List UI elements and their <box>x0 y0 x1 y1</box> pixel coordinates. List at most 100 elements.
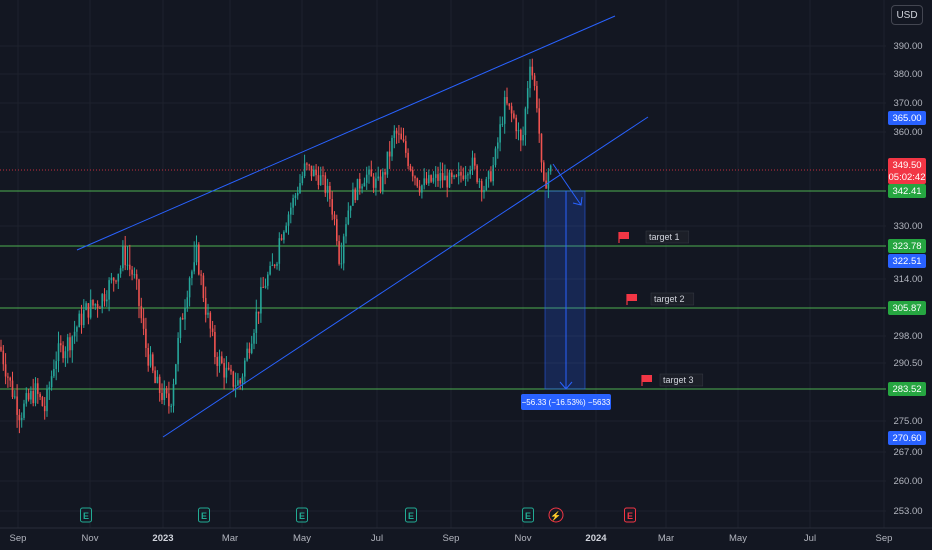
candle-body <box>324 175 327 194</box>
candle-body <box>524 108 527 136</box>
candle-body <box>538 108 540 134</box>
candle-body <box>126 264 129 266</box>
candle-body <box>241 376 244 384</box>
candle-body <box>179 318 182 338</box>
candle-body <box>145 328 147 348</box>
candle-body <box>191 271 193 279</box>
candle-body <box>501 123 504 125</box>
trend-channel[interactable] <box>76 15 649 438</box>
candle-body <box>264 285 267 288</box>
candle-body <box>478 181 481 183</box>
candle-body <box>248 348 251 353</box>
target-label-box <box>650 292 695 306</box>
candle-body <box>515 117 517 132</box>
earnings-icon <box>624 507 636 523</box>
candle-body <box>494 148 497 166</box>
target-label-box <box>659 373 704 387</box>
candle-body <box>520 129 522 141</box>
candle-body <box>250 343 253 353</box>
candle-body <box>290 207 292 215</box>
price-badge-text: 270.60 <box>892 433 921 444</box>
candle-body <box>299 183 301 193</box>
candle-body <box>2 350 5 365</box>
candle-body <box>85 303 87 310</box>
targets[interactable]: target 1 target 2 target 3 <box>618 230 704 387</box>
candle-body <box>46 388 48 412</box>
candle-body <box>448 172 451 188</box>
candle-body <box>103 294 106 302</box>
candle-body <box>96 304 99 308</box>
candle-body <box>303 163 306 177</box>
earnings-icon <box>80 507 92 523</box>
price-badge <box>888 111 926 125</box>
candle-body <box>462 175 465 180</box>
candle-body <box>331 199 333 215</box>
candle-body <box>354 189 356 200</box>
countdown-text: 05:02:42 <box>889 172 926 183</box>
candle-body <box>522 135 524 141</box>
earnings-marker-text: E <box>525 511 531 521</box>
candle-body <box>326 185 329 194</box>
candle-body <box>469 169 471 175</box>
grid <box>0 0 886 528</box>
candle-body <box>73 331 76 337</box>
candle-body <box>336 219 338 242</box>
price-axis-labels: 365.00 342.41 323.78 322.51 305.87 283.52 270.… <box>888 111 926 445</box>
candle-body <box>202 275 205 299</box>
candle-body <box>439 173 442 181</box>
candle-body <box>370 169 373 177</box>
x-tick-label: 2024 <box>585 533 607 544</box>
candle-body <box>7 376 9 378</box>
candle-body <box>333 214 336 220</box>
candle-body <box>457 172 460 177</box>
candle-body <box>175 364 177 385</box>
time-axis[interactable]: Sep Nov 2023 Mar May Jul Sep Nov 2024 Mar May Jul Se… <box>0 527 932 550</box>
event-markers[interactable]: E E E E E ⚡ E <box>80 507 636 523</box>
candle-body <box>386 151 389 175</box>
candle-body <box>227 367 230 370</box>
candle-body <box>375 178 377 188</box>
candle-body <box>474 157 476 166</box>
candle-body <box>460 172 462 176</box>
candle-body <box>414 176 416 179</box>
candle-body <box>193 262 195 272</box>
candle-body <box>317 175 320 186</box>
candle-body <box>526 88 529 109</box>
candle-body <box>223 363 225 378</box>
candle-body <box>347 210 350 225</box>
candle-body <box>280 238 283 240</box>
candle-body <box>83 309 85 326</box>
candle-body <box>338 241 340 264</box>
candle-body <box>352 189 354 206</box>
currency-button[interactable]: USD <box>891 5 923 25</box>
candle-body <box>294 195 297 199</box>
candle-body <box>209 312 212 329</box>
candle-body <box>112 277 115 281</box>
candle-body <box>216 357 218 366</box>
candle-body <box>365 174 368 183</box>
candle-body <box>214 331 216 358</box>
candle-body <box>411 170 414 177</box>
candle-body <box>257 311 260 314</box>
candle-body <box>319 175 322 186</box>
candle-body <box>349 205 352 211</box>
candle-body <box>340 263 343 265</box>
candle-body <box>402 139 405 142</box>
candle-body <box>269 265 271 275</box>
candle-body <box>432 177 435 182</box>
earnings-icon <box>405 507 417 523</box>
candle-body <box>455 175 458 177</box>
y-tick-label: 290.50 <box>893 358 922 369</box>
candle-body <box>221 356 223 364</box>
price-badge-text: 349.50 <box>892 160 921 171</box>
measure-tool[interactable]: −56.33 (−16.53%) −5633 <box>521 190 611 410</box>
measure-range <box>544 190 586 390</box>
y-tick-label: 260.00 <box>893 476 922 487</box>
candle-body <box>78 313 80 328</box>
earnings-marker-text: E <box>299 511 305 521</box>
candle-body <box>513 113 515 118</box>
candle-body <box>34 383 37 404</box>
candle-body <box>301 176 304 184</box>
candle-body <box>237 380 239 386</box>
